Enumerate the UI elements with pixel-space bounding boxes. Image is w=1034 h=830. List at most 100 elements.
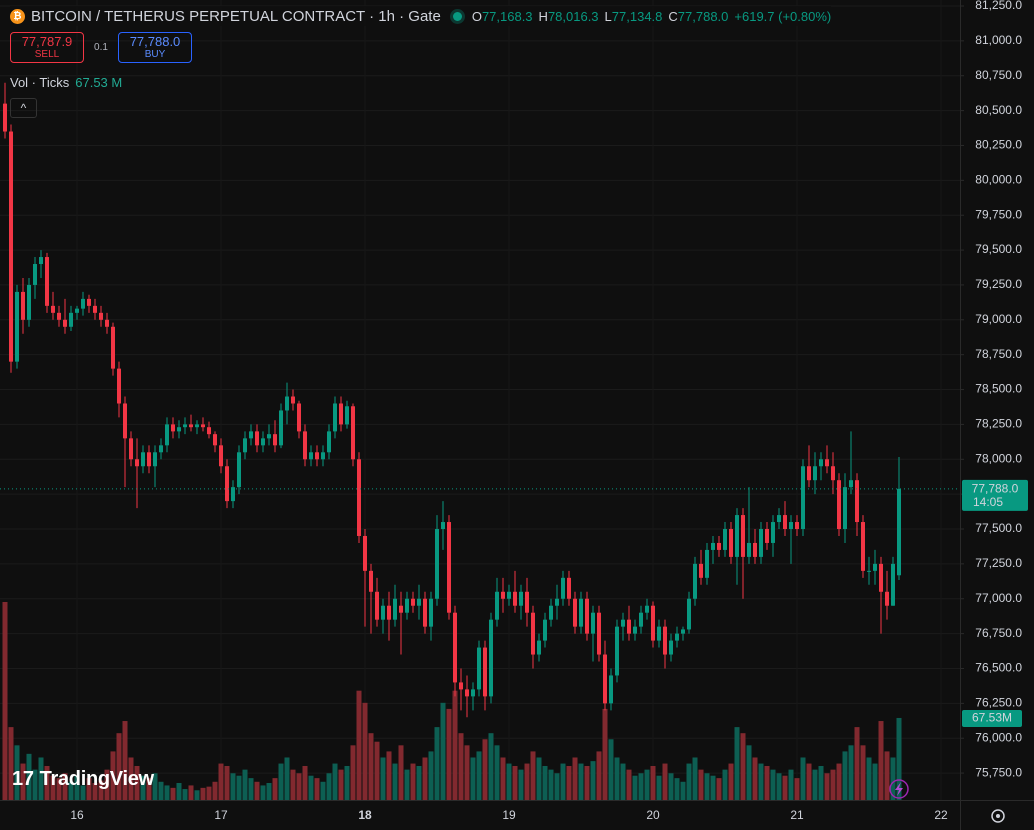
candle-body xyxy=(93,305,97,313)
candle-body xyxy=(603,654,607,704)
volume-bar xyxy=(224,765,230,800)
volume-bar xyxy=(254,781,260,800)
candle-body xyxy=(897,488,901,576)
candle-body xyxy=(633,626,637,634)
candle-body xyxy=(105,319,109,327)
volume-bar xyxy=(434,727,440,800)
collapse-button[interactable]: ^ xyxy=(10,98,37,118)
volume-bar xyxy=(626,769,632,800)
volume-bar xyxy=(362,702,368,800)
volume-bar xyxy=(374,741,380,800)
volume-bar xyxy=(470,757,476,800)
candle-body xyxy=(831,466,835,481)
y-tick-label: 81,000.0 xyxy=(975,33,1022,47)
volume-bar xyxy=(584,765,590,800)
settings-icon[interactable] xyxy=(991,809,1005,823)
volume-bar xyxy=(500,757,506,800)
ohlc-item: C77,788.0 xyxy=(668,9,728,24)
candle-body xyxy=(315,452,319,460)
volume-bar xyxy=(608,739,614,800)
candle-body xyxy=(123,403,127,439)
candle-body xyxy=(627,619,631,634)
candle-body xyxy=(735,515,739,557)
volume-bar xyxy=(314,778,320,800)
candle-body xyxy=(849,480,853,488)
volume-bar xyxy=(800,757,806,800)
candle-body xyxy=(273,434,277,446)
volume-legend: Vol · Ticks 67.53 M xyxy=(10,75,122,90)
candle-body xyxy=(327,431,331,453)
ohlc-item: O77,168.3 xyxy=(472,9,533,24)
symbol-title[interactable]: BITCOIN / TETHERUS PERPETUAL CONTRACT · … xyxy=(31,7,441,25)
volume-bar xyxy=(734,727,740,800)
last-price-box xyxy=(962,479,1028,511)
volume-bar xyxy=(290,769,296,800)
y-tick-label: 79,500.0 xyxy=(975,242,1022,256)
buy-label: BUY xyxy=(144,48,166,60)
y-tick-label: 77,000.0 xyxy=(975,591,1022,605)
candle-body xyxy=(477,647,481,690)
volume-bar xyxy=(26,753,32,800)
candle-body xyxy=(159,445,163,453)
replay-icon[interactable] xyxy=(889,779,909,799)
candle-body xyxy=(153,452,157,467)
candle-body xyxy=(879,563,883,592)
y-tick-label: 80,000.0 xyxy=(975,173,1022,187)
y-tick-label: 80,250.0 xyxy=(975,138,1022,152)
y-tick-label: 78,000.0 xyxy=(975,451,1022,465)
candle-body xyxy=(741,515,745,557)
candle-body xyxy=(891,563,895,606)
volume-name: Vol · Ticks xyxy=(10,75,70,90)
ohlc-item: L77,134.8 xyxy=(605,9,663,24)
volume-bar xyxy=(182,789,188,800)
volume-bar xyxy=(428,751,434,800)
candle-body xyxy=(561,577,565,599)
volume-bar xyxy=(866,757,872,800)
candle-body xyxy=(171,424,175,432)
candle-body xyxy=(81,298,85,309)
volume-bar xyxy=(668,773,674,800)
candle-body xyxy=(453,612,457,683)
volume-bar xyxy=(446,708,452,800)
volume-bar xyxy=(452,690,458,800)
volume-bar xyxy=(620,763,626,800)
volume-bar xyxy=(158,781,164,800)
candle-body xyxy=(345,406,349,425)
candle-body xyxy=(759,529,763,557)
volume-bar xyxy=(704,773,710,800)
candle-body xyxy=(885,591,889,606)
volume-bar xyxy=(404,769,410,800)
candle-body xyxy=(837,480,841,530)
candle-body xyxy=(495,591,499,620)
candle-body xyxy=(321,452,325,460)
volume-bar xyxy=(854,727,860,800)
volume-bar xyxy=(176,782,182,800)
y-tick-label: 80,750.0 xyxy=(975,68,1022,82)
candle-body xyxy=(807,466,811,481)
candle-body xyxy=(303,431,307,460)
volume-label-box xyxy=(962,709,1022,727)
volume-bar xyxy=(110,751,116,800)
y-tick-label: 75,750.0 xyxy=(975,765,1022,779)
volume-bar xyxy=(488,733,494,800)
candle-body xyxy=(855,480,859,523)
volume-bar xyxy=(824,773,830,800)
candle-body xyxy=(357,459,361,536)
candle-body xyxy=(399,605,403,613)
candle-body xyxy=(63,319,67,327)
volume-bar xyxy=(206,786,212,800)
volume-bar xyxy=(296,773,302,800)
volume-bar xyxy=(194,790,200,800)
y-tick-label: 78,500.0 xyxy=(975,382,1022,396)
volume-bar xyxy=(152,773,158,800)
volume-bar xyxy=(836,763,842,800)
volume-bar xyxy=(524,763,530,800)
candle-body xyxy=(489,619,493,697)
volume-bar xyxy=(134,765,140,800)
volume-bar xyxy=(2,602,8,800)
buy-button[interactable]: 77,788.0 BUY xyxy=(118,32,192,63)
candle-body xyxy=(369,570,373,592)
candle-body xyxy=(375,591,379,620)
sell-button[interactable]: 77,787.9 SELL xyxy=(10,32,84,63)
